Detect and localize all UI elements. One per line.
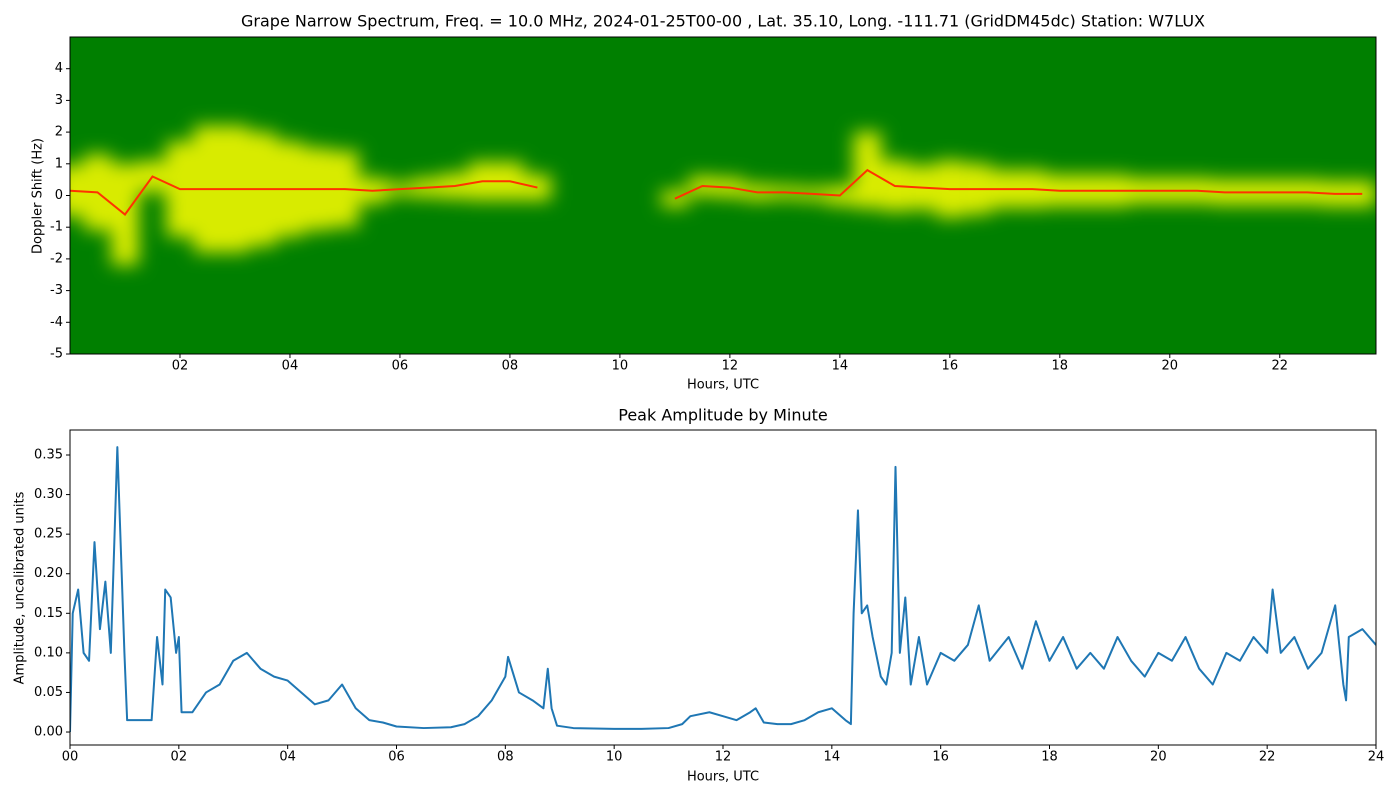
y-tick-label: 0.00: [34, 725, 63, 740]
y-axis-label: Amplitude, uncalibrated units: [13, 491, 28, 684]
x-tick-label: 02: [172, 359, 189, 374]
x-tick-label: 10: [612, 359, 629, 374]
chart-title: Grape Narrow Spectrum, Freq. = 10.0 MHz,…: [241, 12, 1205, 31]
x-tick-label: 06: [392, 359, 409, 374]
y-tick-label: 4: [55, 61, 63, 76]
plot-frame: [69, 36, 1377, 355]
x-tick-label: 14: [824, 750, 841, 765]
y-axis-label: Doppler Shift (Hz): [31, 138, 46, 254]
x-tick-label: 04: [279, 750, 296, 765]
y-tick-label: -4: [50, 315, 63, 330]
y-tick-label: -1: [50, 220, 63, 235]
signal-band: [523, 174, 552, 201]
x-tick-label: 12: [722, 359, 739, 374]
y-tick-label: -3: [50, 283, 63, 298]
x-axis-label: Hours, UTC: [687, 378, 759, 393]
y-tick-label: 0.30: [34, 487, 63, 502]
y-tick-label: 0.25: [34, 527, 63, 542]
x-tick-label: 22: [1271, 359, 1288, 374]
y-tick-label: 1: [55, 156, 63, 171]
x-tick-label: 08: [497, 750, 514, 765]
x-tick-label: 20: [1150, 750, 1167, 765]
y-tick-label: 0: [55, 188, 63, 203]
x-tick-label: 04: [282, 359, 299, 374]
y-tick-label: 0.35: [34, 448, 63, 463]
x-tick-label: 20: [1162, 359, 1179, 374]
chart-title: Peak Amplitude by Minute: [618, 406, 828, 425]
x-tick-label: 22: [1259, 750, 1276, 765]
plot-frame: [69, 429, 1377, 746]
amplitude-line: [70, 446, 1376, 733]
x-tick-label: 24: [1368, 750, 1385, 765]
y-tick-label: 0.10: [34, 645, 63, 660]
y-tick-label: 0.15: [34, 606, 63, 621]
x-tick-label: 00: [62, 750, 79, 765]
x-tick-label: 14: [832, 359, 849, 374]
x-tick-label: 18: [1052, 359, 1069, 374]
x-tick-label: 12: [715, 750, 732, 765]
x-tick-label: 16: [942, 359, 959, 374]
y-tick-label: -2: [50, 251, 63, 266]
y-tick-label: -5: [50, 347, 63, 362]
line-layer: [70, 446, 1376, 733]
doppler-ridge: [70, 175, 538, 216]
x-tick-label: 10: [606, 750, 623, 765]
spectrogram: [70, 37, 1376, 354]
y-tick-label: 0.05: [34, 685, 63, 700]
x-tick-label: 16: [932, 750, 949, 765]
y-tick-label: 3: [55, 93, 63, 108]
x-axis-label: Hours, UTC: [687, 770, 759, 785]
x-tick-label: 06: [388, 750, 405, 765]
x-tick-label: 02: [171, 750, 188, 765]
y-tick-label: 0.20: [34, 566, 63, 581]
y-tick-label: 2: [55, 125, 63, 140]
x-tick-label: 08: [502, 359, 519, 374]
doppler-ridge: [674, 168, 1363, 200]
x-tick-label: 18: [1041, 750, 1058, 765]
